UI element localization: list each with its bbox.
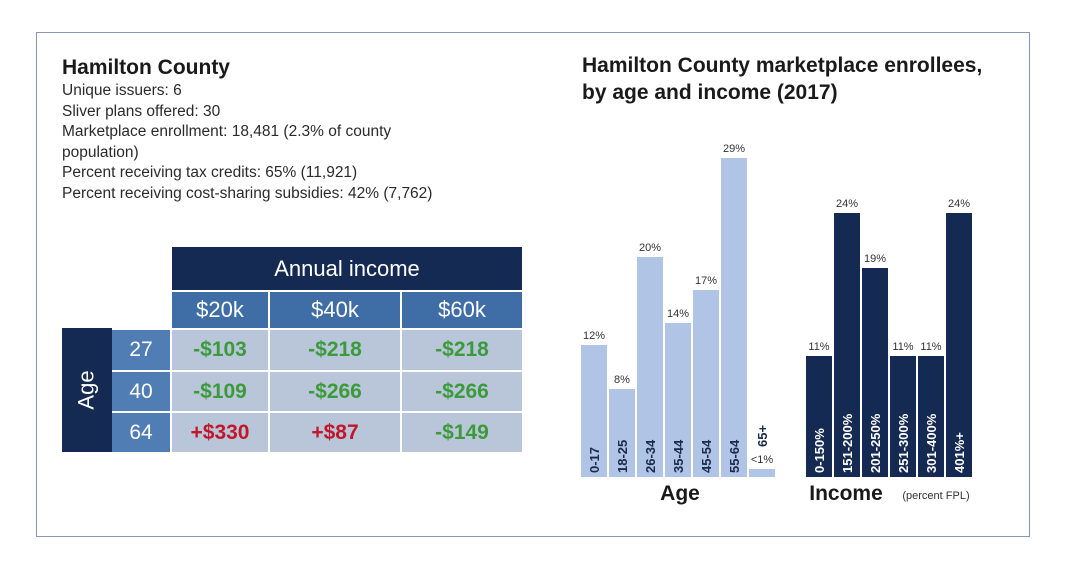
value-40-20k: -$109: [172, 370, 270, 411]
income-value-label-4: 11%: [920, 341, 941, 353]
age-row-27: 27: [112, 328, 172, 370]
income-category-label-0: 0-150%: [812, 428, 827, 473]
age-bar-2: [637, 257, 663, 477]
income-value-label-0: 11%: [808, 341, 829, 353]
value-27-60k: -$218: [402, 328, 522, 370]
value-40-60k: -$266: [402, 370, 522, 411]
age-value-label-4: 17%: [695, 275, 717, 287]
age-value-label-5: 29%: [723, 143, 745, 155]
income-bar-4: [918, 356, 944, 477]
income-col-40k: $40k: [270, 290, 402, 328]
age-bar-3: [665, 323, 691, 477]
age-row-64: 64: [112, 411, 172, 452]
annual-income-header: Annual income: [172, 247, 522, 290]
income-axis-title: Income: [809, 482, 883, 505]
info-tax-credits: Percent receiving tax credits: 65% (11,9…: [62, 164, 358, 181]
income-value-label-3: 11%: [892, 341, 913, 353]
county-info: Unique issuers: 6 Sliver plans offered: …: [62, 81, 452, 204]
income-col-20k: $20k: [172, 290, 270, 328]
income-col-60k: $60k: [402, 290, 522, 328]
income-category-label-1: 151-200%: [840, 413, 855, 473]
info-silver-plans: Sliver plans offered: 30: [62, 102, 221, 120]
chart-title: Hamilton County marketplace enrollees, b…: [582, 52, 1012, 106]
age-axis-title: Age: [660, 482, 700, 505]
income-bar-0: [806, 356, 832, 477]
age-value-label-6: <1%: [751, 454, 774, 466]
income-category-label-4: 301-400%: [924, 413, 939, 473]
age-value-label-2: 20%: [639, 242, 661, 254]
age-category-label-0: 0-17: [587, 447, 602, 473]
income-category-label-5: 401%+: [952, 432, 967, 473]
age-bar-6: [749, 469, 775, 477]
age-bar-0: [581, 345, 607, 477]
income-bar-3: [890, 356, 916, 477]
value-64-20k: +$330: [172, 411, 270, 452]
value-40-40k: -$266: [270, 370, 402, 411]
age-bar-1: [609, 389, 635, 477]
value-64-60k: -$149: [402, 411, 522, 452]
age-value-label-3: 14%: [667, 308, 689, 320]
income-value-label-1: 24%: [836, 198, 858, 210]
info-cost-sharing: Percent receiving cost-sharing subsidies…: [62, 184, 433, 202]
income-bar-1: [834, 213, 860, 477]
income-value-label-5: 24%: [948, 198, 970, 210]
chart-title-text: Hamilton County marketplace enrollees, b…: [582, 54, 983, 104]
age-bar-5: [721, 158, 747, 477]
income-bar-2: [862, 268, 888, 477]
age-bar-4: [693, 290, 719, 477]
info-issuers: Unique issuers: 6: [62, 82, 182, 99]
age-category-label-5: 55-64: [727, 439, 742, 473]
county-title: Hamilton County: [62, 56, 230, 79]
age-category-label-6: 65+: [755, 425, 770, 447]
age-category-label-3: 35-44: [671, 439, 686, 473]
age-value-label-1: 8%: [614, 374, 630, 386]
value-27-20k: -$103: [172, 328, 270, 370]
age-value-label-0: 12%: [583, 330, 605, 342]
income-category-label-2: 201-250%: [868, 413, 883, 473]
income-axis-subtitle: (percent FPL): [902, 490, 969, 502]
age-row-40: 40: [112, 370, 172, 411]
income-category-label-3: 251-300%: [896, 413, 911, 473]
income-bar-5: [946, 213, 972, 477]
age-category-label-1: 18-25: [615, 440, 630, 473]
age-category-label-2: 26-34: [643, 439, 658, 473]
info-enrollment: Marketplace enrollment: 18,481 (2.3% of …: [62, 123, 392, 161]
income-value-label-2: 19%: [864, 253, 886, 265]
age-category-label-4: 45-54: [699, 439, 714, 473]
age-side-header: Age: [62, 328, 112, 452]
value-64-40k: +$87: [270, 411, 402, 452]
value-27-40k: -$218: [270, 328, 402, 370]
